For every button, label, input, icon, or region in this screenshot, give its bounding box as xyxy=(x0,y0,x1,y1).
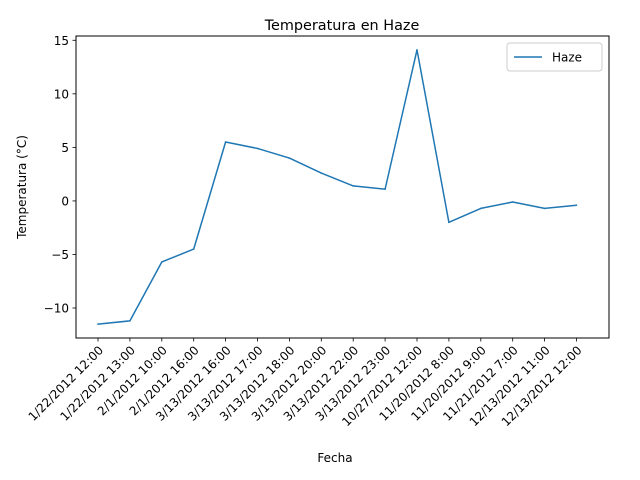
data-point xyxy=(448,221,450,224)
series-line-haze xyxy=(97,49,577,325)
y-tick-label: −10 xyxy=(44,302,69,316)
data-point xyxy=(256,147,259,150)
chart-title: Temperatura en Haze xyxy=(264,18,420,34)
data-point xyxy=(511,201,514,203)
data-point xyxy=(97,323,99,325)
data-point xyxy=(288,157,291,159)
legend-box xyxy=(506,42,603,72)
y-axis-label: Temperatura (°C) xyxy=(15,135,29,240)
data-point xyxy=(161,261,163,263)
y-axis: −10 −5 0 5 10 15 xyxy=(44,34,76,316)
legend-label-haze: Haze xyxy=(552,51,582,65)
y-tick-label: 0 xyxy=(61,194,69,208)
data-point xyxy=(224,141,227,143)
plot-frame xyxy=(75,35,610,339)
data-point xyxy=(320,172,323,174)
y-tick-label: 5 xyxy=(61,141,69,155)
x-axis-label: Fecha xyxy=(317,451,352,465)
data-point xyxy=(480,207,482,210)
plot-series xyxy=(97,49,578,325)
data-point xyxy=(543,207,546,210)
y-tick-label: −5 xyxy=(51,248,69,262)
legend: Haze xyxy=(506,42,603,72)
data-point xyxy=(575,204,578,207)
data-point xyxy=(129,320,131,322)
y-tick-label: 10 xyxy=(54,87,69,101)
y-tick-label: 15 xyxy=(54,34,69,48)
data-point xyxy=(192,248,195,250)
data-point xyxy=(384,188,386,190)
data-point xyxy=(416,49,418,51)
data-point xyxy=(352,185,355,187)
